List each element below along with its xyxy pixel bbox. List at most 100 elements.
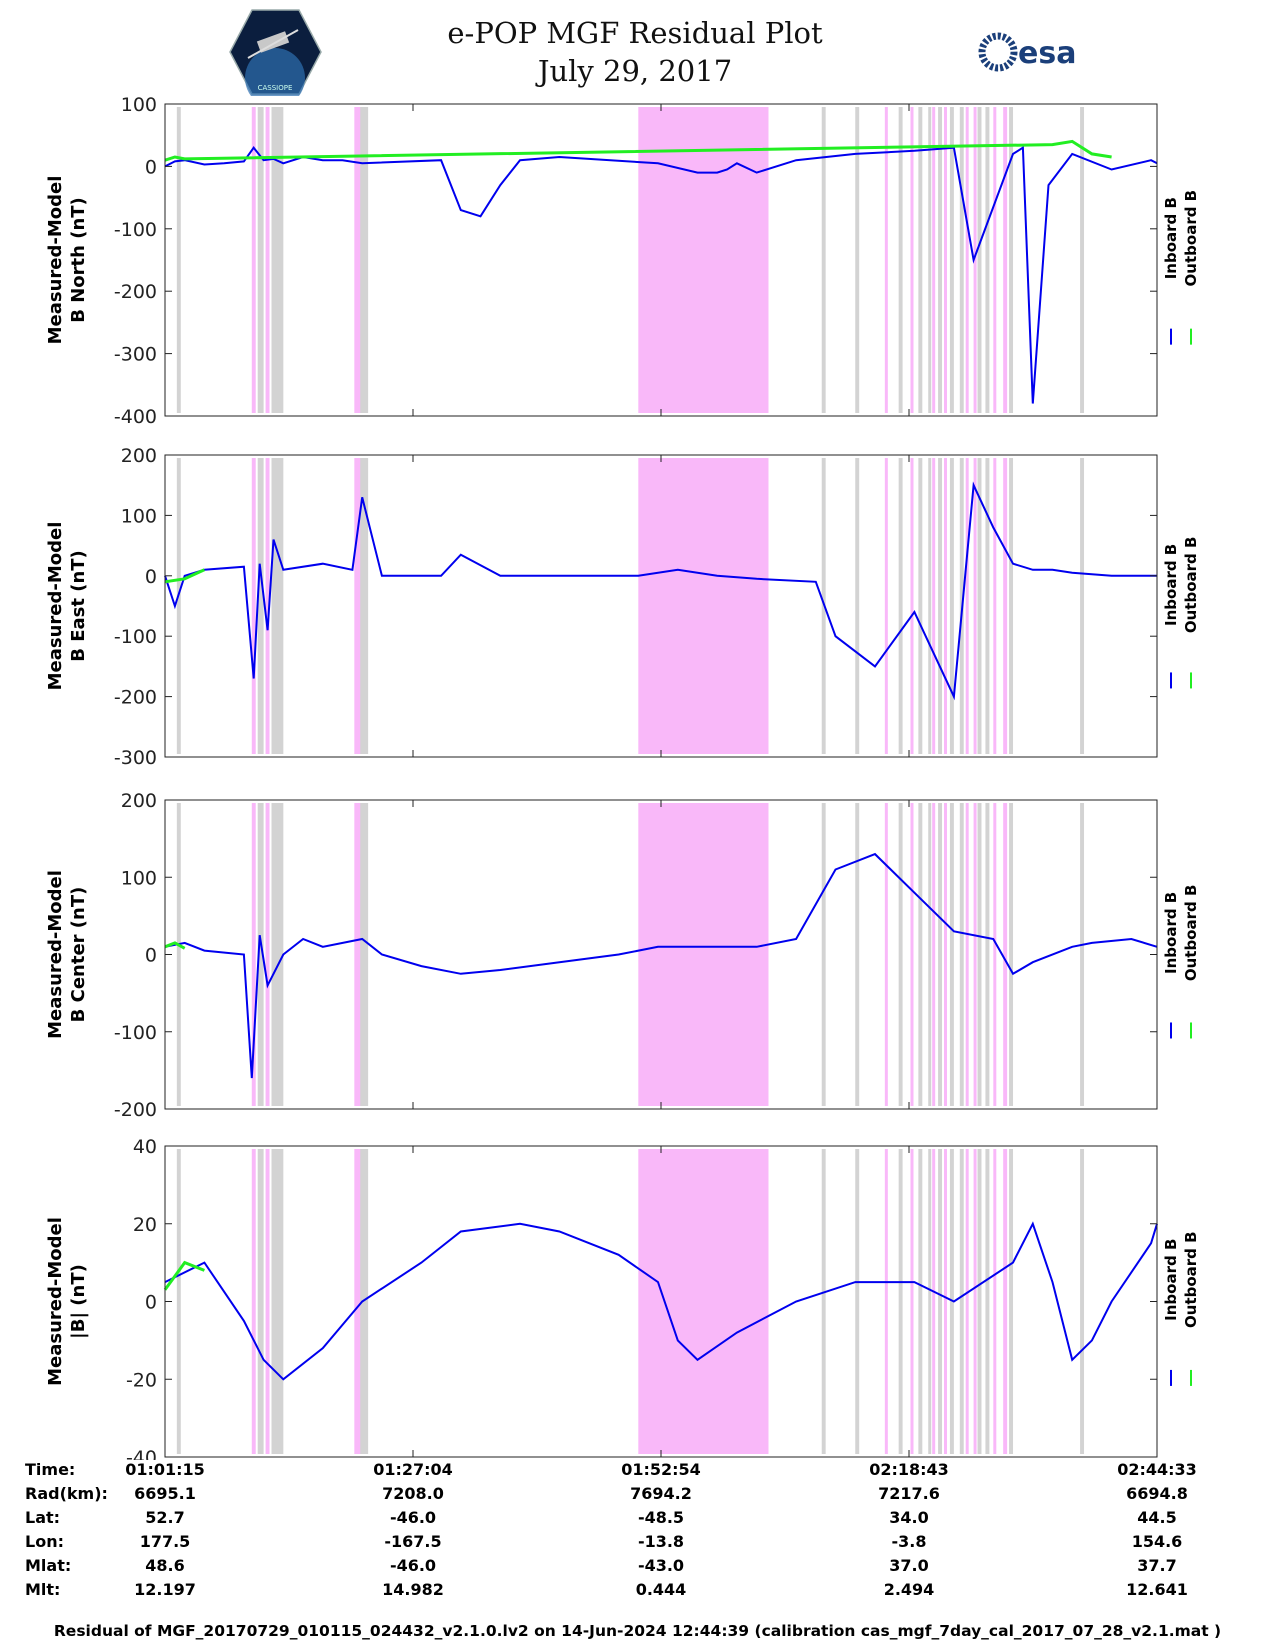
gap-pink (884, 458, 888, 754)
y-tick-label: 20 (133, 1214, 157, 1236)
row-label-mlat: Mlat: (25, 1556, 72, 1575)
gap-gray (1009, 458, 1014, 754)
cell: -167.5 (384, 1532, 442, 1551)
y-tick-label: 40 (133, 1136, 157, 1158)
cell: -48.5 (637, 1508, 685, 1527)
gap-gray (356, 107, 369, 413)
gap-gray (977, 803, 982, 1106)
gap-gray (938, 458, 943, 754)
gap-gray (356, 458, 369, 754)
gap-gray (271, 803, 284, 1106)
gap-pink (884, 803, 888, 1106)
gap-pink (910, 1149, 914, 1454)
gap-gray (959, 107, 964, 413)
gap-pink (638, 803, 769, 1106)
y-axis-label: Measured-Model (45, 1217, 66, 1386)
gap-gray (821, 1149, 826, 1454)
gap-gray (985, 803, 990, 1106)
y-tick-label: 0 (145, 156, 157, 178)
cell: 7694.2 (630, 1484, 692, 1503)
gap-gray (928, 107, 932, 413)
gap-gray (257, 107, 264, 413)
gap-gray (898, 107, 903, 413)
gap-gray (1080, 1149, 1085, 1454)
y-tick-label: 200 (121, 445, 157, 467)
gap-gray (918, 1149, 923, 1454)
gap-pink (1003, 1149, 1008, 1454)
cell: 7208.0 (382, 1484, 444, 1503)
cell: 7217.6 (878, 1484, 940, 1503)
title-line-2: July 29, 2017 (537, 54, 733, 88)
cell: 37.0 (889, 1556, 929, 1575)
gap-gray (176, 107, 181, 413)
gap-gray (176, 803, 181, 1106)
gap-pink (993, 458, 997, 754)
gap-gray (176, 458, 181, 754)
series-outboard (164, 139, 1112, 162)
cell: 12.197 (134, 1580, 196, 1599)
table-row: Mlat: 48.6 -46.0 -43.0 37.0 37.7 (0, 1556, 1275, 1580)
gap-gray (898, 1149, 903, 1454)
cell: 02:18:43 (869, 1460, 949, 1479)
gap-gray (1009, 1149, 1014, 1454)
gap-pink (932, 458, 936, 754)
gap-pink (354, 1149, 361, 1454)
legend-label-inboard: Inboard B (1162, 197, 1180, 279)
y-tick-label: 0 (145, 1292, 157, 1314)
y-tick-label: -200 (114, 687, 157, 709)
figure-title: e-POP MGF Residual Plot July 29, 2017 (400, 14, 870, 90)
gap-gray (977, 1149, 982, 1454)
cell: -46.0 (389, 1508, 437, 1527)
gap-pink (884, 1149, 888, 1454)
legend-label-inboard: Inboard B (1162, 544, 1180, 626)
esa-logo: esa (978, 32, 1076, 72)
row-label-time: Time: (25, 1460, 76, 1479)
gap-gray (898, 803, 903, 1106)
gap-gray (1080, 803, 1085, 1106)
gap-gray (257, 1149, 264, 1454)
gap-pink (944, 1149, 948, 1454)
gap-pink (944, 458, 948, 754)
gap-gray (959, 1149, 964, 1454)
row-label-mlt: Mlt: (25, 1580, 61, 1599)
gap-pink (354, 107, 361, 413)
panel-1: 100 0 -100 -200 -300 -400 Measured-Model B Nort… (45, 94, 1200, 428)
cell: 37.7 (1137, 1556, 1177, 1575)
gap-pink (1003, 107, 1008, 413)
y-axis-label: B East (nT) (68, 550, 89, 662)
row-label-lon: Lon: (25, 1532, 64, 1551)
cell: 52.7 (145, 1508, 185, 1527)
gap-gray (949, 107, 954, 413)
y-tick-label: 200 (121, 790, 157, 812)
row-label-lat: Lat: (25, 1508, 61, 1527)
gap-pink (965, 107, 969, 413)
gap-gray (928, 458, 932, 754)
gap-pink (993, 1149, 997, 1454)
cell: 177.5 (139, 1532, 191, 1551)
y-axis-label: B North (nT) (68, 197, 89, 323)
cell: -3.8 (891, 1532, 927, 1551)
gap-pink (932, 107, 936, 413)
gap-gray (918, 107, 923, 413)
y-tick-label: -200 (114, 1099, 157, 1121)
gap-pink (965, 803, 969, 1106)
y-tick-label: -100 (114, 1022, 157, 1044)
gap-pink (973, 107, 977, 413)
gap-pink (251, 458, 256, 754)
gap-gray (821, 107, 826, 413)
gap-pink (1003, 458, 1008, 754)
series-inboard (164, 145, 1158, 404)
cassiope-logo-text: CASSIOPE (258, 84, 293, 92)
y-tick-label: -400 (114, 406, 157, 428)
legend-label-outboard: Outboard B (1182, 885, 1200, 982)
cell: -46.0 (389, 1556, 437, 1575)
gap-gray (985, 107, 990, 413)
cell: 6694.8 (1126, 1484, 1188, 1503)
y-axis-label: B Center (nT) (68, 887, 89, 1023)
table-row: Rad(km): 6695.1 7208.0 7694.2 7217.6 669… (0, 1484, 1275, 1508)
series-outboard (163, 1260, 205, 1291)
y-tick-label: -200 (114, 281, 157, 303)
y-tick-label: -300 (114, 747, 157, 769)
gap-gray (1080, 458, 1085, 754)
